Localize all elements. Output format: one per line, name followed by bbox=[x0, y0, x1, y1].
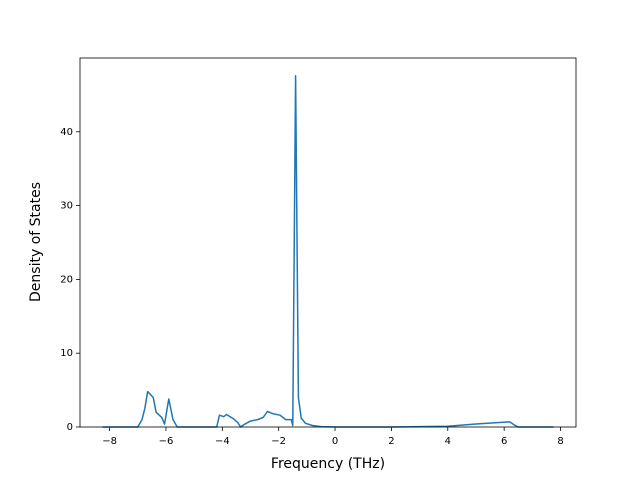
y-tick-label: 0 bbox=[67, 422, 73, 433]
x-tick-label: −4 bbox=[215, 436, 230, 447]
x-axis-label: Frequency (THz) bbox=[271, 456, 385, 472]
y-tick-label: 10 bbox=[60, 348, 73, 359]
y-axis-label: Density of States bbox=[28, 182, 44, 302]
x-tick-label: 2 bbox=[388, 436, 394, 447]
x-tick-label: 0 bbox=[332, 436, 338, 447]
x-tick-label: 6 bbox=[501, 436, 507, 447]
x-tick-label: 8 bbox=[557, 436, 563, 447]
x-tick-label: −6 bbox=[159, 436, 174, 447]
x-tick-label: 4 bbox=[445, 436, 451, 447]
plot-frame bbox=[79, 57, 577, 428]
y-tick-label: 30 bbox=[60, 201, 73, 212]
y-tick-label: 20 bbox=[60, 274, 73, 285]
x-tick-label: −8 bbox=[102, 436, 117, 447]
y-tick-label: 40 bbox=[60, 127, 73, 138]
x-tick-label: −2 bbox=[271, 436, 286, 447]
